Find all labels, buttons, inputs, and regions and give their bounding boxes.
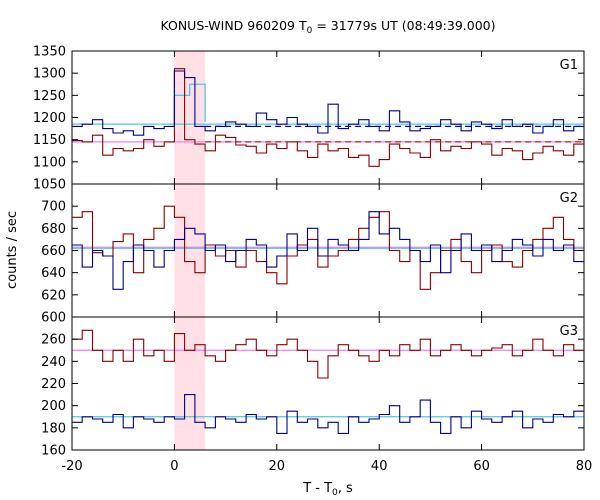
panel-g1: 1050 1100 1150 1200 1250 1300 1350 G1: [33, 45, 585, 193]
y-tick-label: 220: [41, 377, 66, 392]
x-tick-label: -20: [61, 459, 82, 474]
y-tick-label: 180: [41, 421, 66, 436]
chart-title-main: KONUS-WIND 960209 T: [160, 18, 306, 33]
red-series-histogram: [72, 329, 584, 379]
x-axis-label: T - T0, s: [302, 481, 353, 498]
blue-series-histogram: [72, 394, 584, 434]
highlight-interval-band: [174, 184, 206, 317]
y-tick-label: 1300: [33, 67, 66, 82]
blue-series-histogram: [72, 70, 584, 136]
chart-title: KONUS-WIND 960209 T0 = 31779s UT (08:49:…: [160, 18, 495, 36]
y-tick-label: 1350: [33, 45, 66, 60]
y-tick-label: 240: [41, 355, 66, 370]
y-tick-label: 1150: [33, 133, 66, 148]
panel-label: G2: [560, 191, 578, 206]
x-tick-label: 80: [576, 459, 593, 474]
panel-label: G1: [560, 58, 578, 73]
highlight-interval-band: [174, 317, 206, 450]
x-tick-label: 60: [473, 459, 490, 474]
highlight-interval-band: [174, 51, 206, 184]
panel-g3: 160 180 200 220 240 260 G3: [41, 316, 585, 459]
x-axis-label-main: T - T: [302, 481, 332, 496]
red-series-histogram: [72, 68, 584, 167]
panel-frame: [71, 316, 585, 451]
x-axis-label-rest: , s: [338, 481, 353, 496]
red-series-histogram: [72, 205, 584, 290]
panel-label: G3: [560, 324, 578, 339]
chart-title-subscript: 0: [307, 26, 313, 36]
y-axis-label: counts / sec: [5, 211, 20, 289]
x-tick-label: 40: [371, 459, 388, 474]
x-axis-label-subscript: 0: [332, 488, 338, 498]
chart-title-rest: = 31779s UT (08:49:39.000): [312, 18, 495, 33]
y-tick-label: 680: [41, 222, 66, 237]
y-tick-label: 200: [41, 399, 66, 414]
y-tick-label: 620: [41, 288, 66, 303]
y-tick-label: 600: [41, 311, 66, 326]
y-tick-label: 640: [41, 266, 66, 281]
y-tick-label: 260: [41, 333, 66, 348]
y-tick-label: 1250: [33, 89, 66, 104]
panels-layer: 1050110011501200125013001350G16006206406…: [33, 45, 592, 475]
y-tick-label: 1200: [33, 111, 66, 126]
y-tick-label: 1100: [33, 155, 66, 170]
y-tick-label: 700: [41, 200, 66, 215]
panel-g2: 600 620 640 660 680 700 G2: [41, 183, 585, 326]
y-tick-label: 660: [41, 244, 66, 259]
y-tick-label: 1050: [33, 178, 66, 193]
y-tick-label: 160: [41, 444, 66, 459]
x-tick-label: 0: [170, 459, 178, 474]
blue-series-histogram: [72, 211, 584, 290]
x-tick-label: 20: [269, 459, 286, 474]
